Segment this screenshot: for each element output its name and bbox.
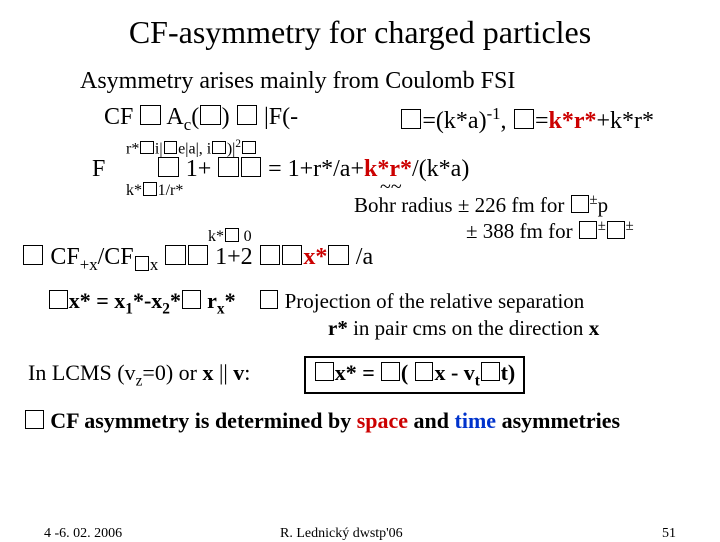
glyph-icon [182,290,201,309]
glyph-icon [200,105,220,125]
eq3: F 1+ = 1+r*/a+k*r*/(k*a) [92,156,469,183]
glyph-icon [571,195,589,213]
glyph-icon [237,105,257,125]
glyph-icon [381,362,400,381]
bohr-1: Bohr radius ± 226 fm for ±p [354,192,608,218]
glyph-icon [242,141,256,155]
eq9: CF asymmetry is determined by space and … [24,408,620,434]
glyph-icon [260,245,280,265]
glyph-icon [579,221,597,239]
eq1-right: =(k*a)-1, =k*r*+k*r* [400,104,654,135]
glyph-icon [212,141,226,155]
glyph-icon [135,256,149,270]
glyph-icon [282,245,302,265]
glyph-icon [218,157,238,177]
glyph-icon [165,245,185,265]
bohr-2: ± 388 fm for ±± [466,218,634,244]
glyph-icon [481,362,500,381]
eq1-left: CF Ac() |F(- [104,104,298,135]
glyph-icon [607,221,625,239]
glyph-icon [328,245,348,265]
page-title: CF-asymmetry for charged particles [0,0,720,51]
subtitle: Asymmetry arises mainly from Coulomb FSI [80,68,515,95]
glyph-icon [25,410,44,429]
eq7b: r* in pair cms on the direction x [328,316,599,341]
glyph-icon [225,228,239,242]
glyph-icon [514,109,534,129]
glyph-icon [140,105,160,125]
eq4: k*1/r* [126,182,183,200]
glyph-icon [241,157,261,177]
glyph-icon [23,245,43,265]
eq6: CF+x/CFx 1+2 x* /a [22,244,373,275]
glyph-icon [315,362,334,381]
glyph-icon [158,157,178,177]
glyph-icon [188,245,208,265]
glyph-icon [415,362,434,381]
glyph-icon [49,290,68,309]
eq8: In LCMS (vz=0) or x || v: [28,360,250,390]
glyph-icon [401,109,421,129]
glyph-icon [143,182,157,196]
eq7: x* = x1*-x2* rx* Projection of the relat… [48,288,584,318]
glyph-icon [260,290,279,309]
eq8-boxed: x* = ( x - vtt) [304,356,525,394]
glyph-icon [140,141,154,155]
glyph-icon [164,141,178,155]
